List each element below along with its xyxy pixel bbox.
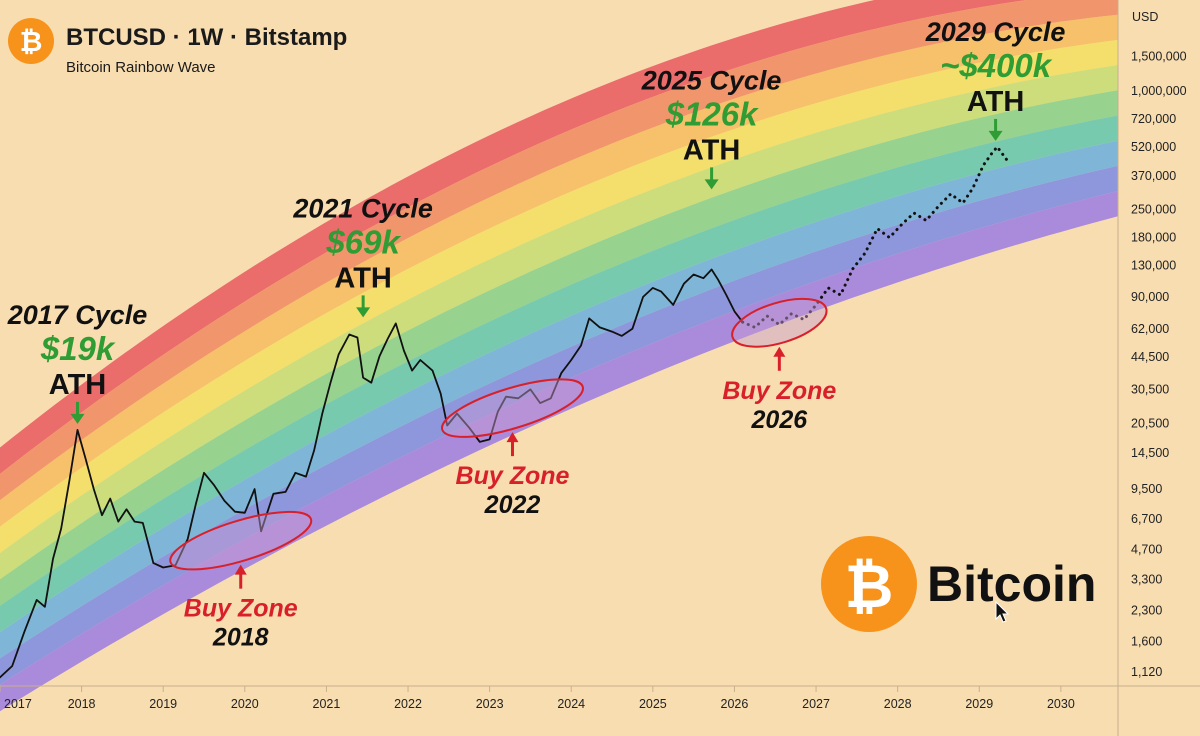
- y-tick-label: 20,500: [1131, 416, 1169, 430]
- ath-label-0: ATH: [49, 369, 106, 401]
- buy-zone-label-2018: Buy Zone: [184, 595, 298, 623]
- y-tick-label: 2,300: [1131, 603, 1162, 617]
- currency-label: USD: [1132, 10, 1158, 24]
- ath-label-2: ATH: [683, 134, 740, 166]
- x-tick-label: 2026: [721, 697, 749, 711]
- bitcoin-logo-icon: [821, 536, 917, 632]
- y-tick-label: 30,500: [1131, 382, 1169, 396]
- price-lines: [0, 145, 1010, 679]
- x-tick-label: 2029: [965, 697, 993, 711]
- x-tick-label: 2019: [149, 697, 177, 711]
- mouse-cursor-icon: [995, 600, 1010, 623]
- y-axis-ticks: 1,500,000 1,000,000 720,000 520,000 370,000 2…: [1131, 49, 1187, 679]
- buy-zone-year-2026: 2026: [751, 406, 809, 434]
- cycle-title-0: 2017 Cycle: [7, 300, 148, 330]
- buy-zone-ellipse-2026: [731, 297, 828, 348]
- x-tick-label: 2021: [313, 697, 341, 711]
- buy-zone-arrowhead-2018: [234, 564, 247, 575]
- chart-subtitle: Bitcoin Rainbow Wave: [66, 59, 216, 76]
- buy-zone-arrowhead-2022: [506, 432, 519, 443]
- x-tick-label: 2027: [802, 697, 830, 711]
- y-tick-label: 1,500,000: [1131, 49, 1187, 63]
- rainbow-bands: [0, 0, 1118, 712]
- cycle-title-2: 2025 Cycle: [641, 65, 782, 95]
- y-tick-label: 14,500: [1131, 446, 1169, 460]
- ath-arrowhead-3: [988, 130, 1003, 141]
- cycle-title-3: 2029 Cycle: [925, 17, 1066, 47]
- y-tick-label: 90,000: [1131, 290, 1169, 304]
- y-tick-label: 1,000,000: [1131, 84, 1187, 98]
- y-tick-label: 180,000: [1131, 231, 1176, 245]
- buy-zone-ellipse-2022: [441, 378, 584, 438]
- y-tick-label: 370,000: [1131, 169, 1176, 183]
- buy-zone-year-2022: 2022: [484, 491, 541, 519]
- rainbow-band-10: [0, 191, 1118, 712]
- x-tick-label: 2022: [394, 697, 422, 711]
- buy-zone-label-2022: Buy Zone: [456, 462, 570, 490]
- header: ₿ BTCUSD · 1W · Bitstamp Bitcoin Rainbow…: [8, 18, 347, 76]
- ath-arrowhead-0: [70, 413, 85, 424]
- projection-dotted-line: [741, 145, 1010, 329]
- ath-value-2: $126k: [665, 95, 759, 132]
- bitcoin-symbol-icon: ₿: [845, 552, 894, 622]
- buy-zone-arrowhead-2026: [773, 346, 786, 357]
- ath-arrowhead-2: [704, 179, 719, 190]
- ath-value-0: $19k: [40, 330, 116, 367]
- bitcoin-wordmark: Bitcoin: [927, 556, 1096, 612]
- ath-value-1: $69k: [325, 223, 401, 260]
- buy-zone-label-2026: Buy Zone: [722, 377, 836, 405]
- cycle-title-1: 2021 Cycle: [292, 193, 433, 223]
- buy-zone-ellipse-2018: [169, 510, 313, 571]
- ath-label-3: ATH: [967, 86, 1024, 118]
- rainbow-band-8: [0, 140, 1118, 659]
- y-tick-label: 250,000: [1131, 203, 1176, 217]
- y-tick-label: 720,000: [1131, 112, 1176, 126]
- buy-zone-year-2018: 2018: [212, 624, 269, 652]
- y-tick-label: 9,500: [1131, 482, 1162, 496]
- y-tick-label: 1,120: [1131, 665, 1162, 679]
- y-tick-label: 1,600: [1131, 634, 1162, 648]
- x-tick-label: 2028: [884, 697, 912, 711]
- chart-title: BTCUSD · 1W · Bitstamp: [66, 24, 347, 51]
- x-tick-label: 2020: [231, 697, 259, 711]
- price-history-line: [0, 268, 744, 679]
- brand-block: ₿ Bitcoin: [821, 536, 1096, 632]
- y-tick-label: 6,700: [1131, 512, 1162, 526]
- x-tick-label: 2017: [4, 697, 32, 711]
- x-axis-ticks: 2017 2018 2019 2020 2021 2022 2023 2024 2025 2026…: [0, 686, 1075, 711]
- x-tick-label: 2018: [68, 697, 96, 711]
- y-tick-label: 3,300: [1131, 573, 1162, 587]
- btc-logo-icon: [8, 18, 54, 64]
- ath-arrowhead-1: [356, 307, 371, 318]
- y-tick-label: 130,000: [1131, 258, 1176, 272]
- btc-symbol-icon: ₿: [20, 25, 43, 58]
- x-tick-label: 2024: [557, 697, 585, 711]
- x-tick-label: 2023: [476, 697, 504, 711]
- y-tick-label: 520,000: [1131, 140, 1176, 154]
- rainbow-band-9: [0, 165, 1118, 685]
- x-tick-label: 2030: [1047, 697, 1075, 711]
- ath-value-3: ~$400k: [940, 47, 1053, 84]
- y-tick-label: 62,000: [1131, 322, 1169, 336]
- x-tick-label: 2025: [639, 697, 667, 711]
- ath-label-1: ATH: [334, 262, 391, 294]
- y-tick-label: 4,700: [1131, 542, 1162, 556]
- y-tick-label: 44,500: [1131, 350, 1169, 364]
